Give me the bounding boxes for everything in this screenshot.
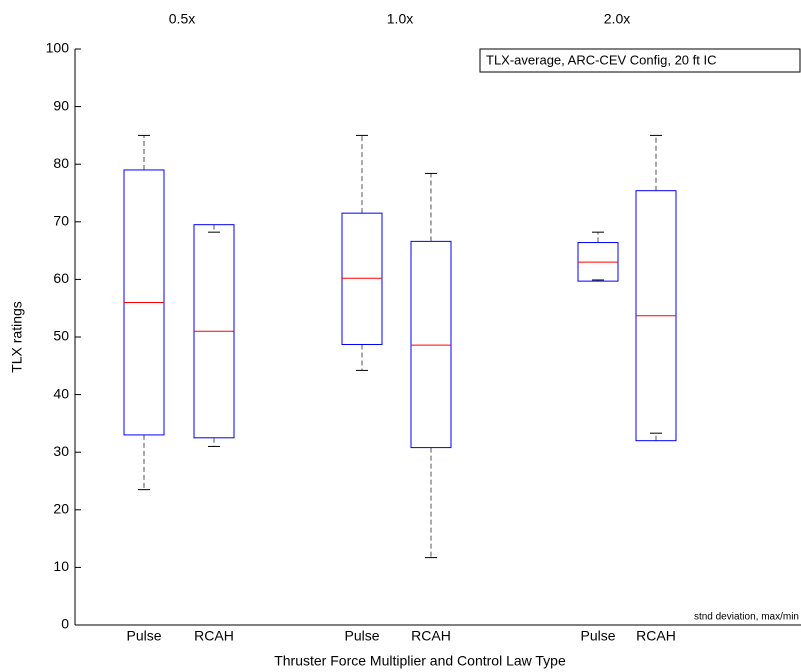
- x-tick-label: RCAH: [636, 628, 676, 644]
- y-tick-label: 70: [53, 213, 69, 229]
- y-tick-label: 60: [53, 270, 69, 286]
- y-axis-label: TLX ratings: [9, 301, 25, 373]
- y-tick-label: 0: [61, 616, 69, 632]
- y-tick-label: 100: [46, 40, 70, 56]
- x-axis-label: Thruster Force Multiplier and Control La…: [274, 653, 566, 669]
- legend-box: [479, 48, 801, 73]
- group-label: 1.0x: [387, 11, 413, 27]
- x-tick-label: Pulse: [580, 628, 615, 644]
- x-tick-label: Pulse: [126, 628, 161, 644]
- y-tick-label: 40: [53, 385, 69, 401]
- y-tick-label: 20: [53, 501, 69, 517]
- y-tick-label: 90: [53, 97, 69, 113]
- x-tick-label: RCAH: [411, 628, 451, 644]
- note: stnd deviation, max/min: [694, 612, 799, 623]
- y-tick-label: 30: [53, 443, 69, 459]
- y-tick-label: 50: [53, 328, 69, 344]
- group-label: 2.0x: [604, 11, 630, 27]
- box: [410, 240, 452, 449]
- legend-text: TLX-average, ARC-CEV Config, 20 ft IC: [486, 52, 716, 67]
- box: [341, 212, 383, 345]
- y-tick-label: 80: [53, 155, 69, 171]
- x-tick-label: RCAH: [194, 628, 234, 644]
- y-tick-label: 10: [53, 558, 69, 574]
- group-label: 0.5x: [169, 11, 195, 27]
- x-tick-label: Pulse: [344, 628, 379, 644]
